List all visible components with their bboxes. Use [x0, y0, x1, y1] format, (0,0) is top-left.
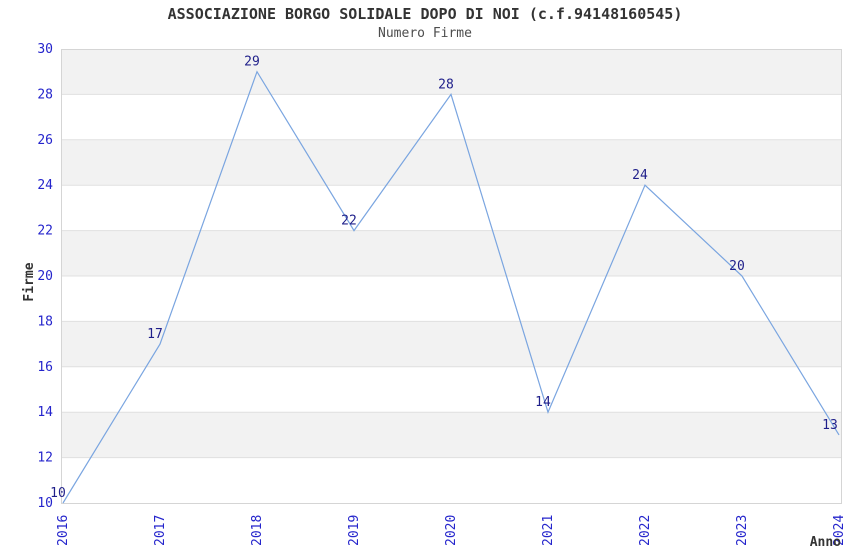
x-tick-label: 2016 [56, 515, 71, 546]
data-label: 20 [729, 259, 745, 274]
y-tick-label: 26 [37, 133, 53, 148]
data-label: 13 [822, 418, 838, 433]
data-label: 29 [244, 55, 260, 70]
y-tick-label: 28 [37, 87, 53, 102]
chart-subtitle: Numero Firme [378, 26, 472, 41]
y-tick-label: 20 [37, 269, 53, 284]
plot-band [61, 230, 841, 276]
x-tick-label: 2017 [153, 515, 168, 546]
y-axis-title: Firme [22, 262, 37, 301]
data-label: 28 [438, 77, 454, 92]
data-label: 10 [50, 486, 66, 501]
x-tick-label: 2020 [444, 515, 459, 546]
chart-title: ASSOCIAZIONE BORGO SOLIDALE DOPO DI NOI … [167, 5, 683, 23]
plot-band [61, 49, 841, 95]
y-tick-label: 18 [37, 314, 53, 329]
x-tick-label: 2024 [832, 515, 847, 546]
plot-band [61, 139, 841, 186]
y-tick-label: 14 [37, 405, 53, 420]
y-tick-label: 16 [37, 360, 53, 375]
data-line [62, 70, 840, 504]
x-tick-label: 2019 [347, 515, 362, 546]
y-tick-label: 12 [37, 451, 53, 466]
x-tick-label: 2023 [735, 515, 750, 546]
y-tick-label: 30 [37, 42, 53, 57]
data-label: 14 [535, 395, 551, 410]
data-label: 22 [341, 214, 357, 229]
x-tick-label: 2018 [250, 515, 265, 546]
y-tick-label: 10 [37, 496, 53, 511]
plot-band [61, 412, 841, 458]
plot-band [61, 321, 841, 367]
x-tick-label: 2021 [541, 515, 556, 546]
x-axis-title: Anno [810, 535, 841, 550]
y-tick-label: 22 [37, 224, 53, 239]
x-tick-label: 2022 [638, 515, 653, 546]
data-label: 24 [632, 168, 648, 183]
plot-border [61, 49, 842, 504]
data-label: 17 [147, 327, 163, 342]
y-tick-label: 24 [37, 178, 53, 193]
